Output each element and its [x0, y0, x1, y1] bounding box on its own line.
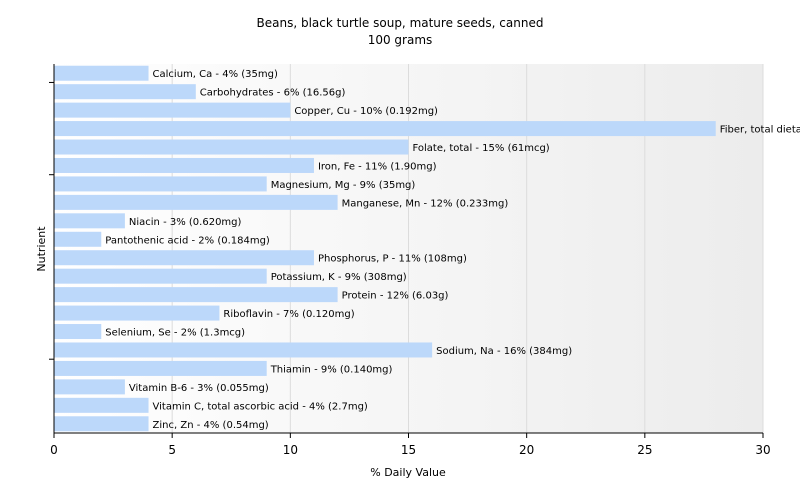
bar-label: Iron, Fe - 11% (1.90mg)	[318, 161, 437, 172]
bar-label: Manganese, Mn - 12% (0.233mg)	[342, 198, 509, 209]
x-axis-ticks: 0 5 10 15 20 25 30	[49, 81, 771, 457]
x-tick-label: 25	[637, 443, 652, 457]
bar	[54, 324, 102, 340]
bar	[54, 305, 220, 321]
bar-label: Vitamin B-6 - 3% (0.055mg)	[129, 383, 269, 394]
bar	[54, 250, 314, 266]
bar-label: Copper, Cu - 10% (0.192mg)	[294, 106, 438, 117]
bars	[54, 65, 716, 432]
bar-labels: Calcium, Ca - 4% (35mg) Carbohydrates - 6…	[105, 69, 800, 431]
bar-label: Magnesium, Mg - 9% (35mg)	[271, 180, 416, 191]
bar-label: Pantothenic acid - 2% (0.184mg)	[105, 235, 270, 246]
x-tick-label: 5	[168, 443, 176, 457]
bar	[54, 121, 716, 137]
bar	[54, 342, 433, 358]
bar-label: Potassium, K - 9% (308mg)	[271, 272, 407, 283]
bar	[54, 157, 314, 173]
bar	[54, 231, 102, 247]
bar-label: Thiamin - 9% (0.140mg)	[270, 364, 393, 375]
bar	[54, 416, 149, 432]
x-tick-label: 30	[755, 443, 770, 457]
bar-label: Selenium, Se - 2% (1.3mcg)	[105, 328, 245, 339]
x-tick-label: 0	[50, 443, 58, 457]
x-tick-label: 10	[283, 443, 298, 457]
bar	[54, 65, 149, 81]
bar	[54, 268, 267, 284]
bar-label: Riboflavin - 7% (0.120mg)	[223, 309, 354, 320]
chart-title: Beans, black turtle soup, mature seeds, …	[257, 16, 544, 30]
bar	[54, 176, 267, 192]
bar	[54, 287, 338, 303]
bar-label: Vitamin C, total ascorbic acid - 4% (2.7…	[153, 401, 368, 412]
y-axis-title: Nutrient	[35, 226, 48, 272]
bar-label: Calcium, Ca - 4% (35mg)	[153, 69, 278, 80]
bar	[54, 194, 338, 210]
chart-subtitle: 100 grams	[368, 33, 433, 47]
bar-label: Phosphorus, P - 11% (108mg)	[318, 254, 467, 265]
bar	[54, 379, 125, 395]
x-tick-label: 20	[519, 443, 534, 457]
bar	[54, 84, 196, 100]
x-tick-label: 15	[401, 443, 416, 457]
bar-label: Niacin - 3% (0.620mg)	[129, 217, 242, 228]
bar	[54, 139, 409, 155]
bar	[54, 213, 125, 229]
bar-label: Carbohydrates - 6% (16.56g)	[200, 88, 346, 99]
bar-label: Sodium, Na - 16% (384mg)	[436, 346, 572, 357]
bar	[54, 360, 267, 376]
bar-label: Fiber, total dietary - 28% (6.9g)	[720, 125, 800, 136]
bar-label: Zinc, Zn - 4% (0.54mg)	[153, 420, 269, 431]
x-axis-title: % Daily Value	[370, 466, 446, 479]
bar-label: Folate, total - 15% (61mcg)	[413, 143, 550, 154]
bar	[54, 397, 149, 413]
bar	[54, 102, 291, 118]
bar-label: Protein - 12% (6.03g)	[342, 291, 449, 302]
